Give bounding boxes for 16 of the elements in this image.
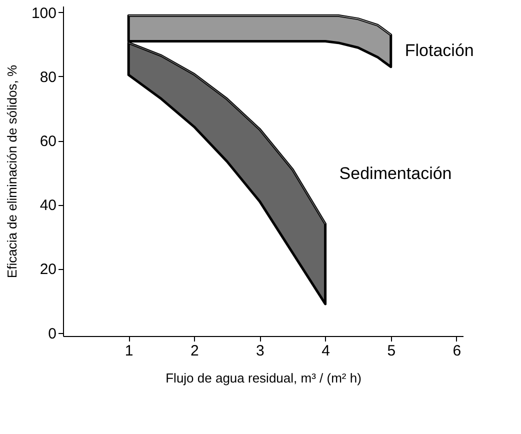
y-tick-label: 60	[40, 133, 56, 150]
series-label: Flotación	[404, 40, 474, 60]
x-tick-label: 4	[322, 342, 330, 360]
x-tick-label: 6	[452, 342, 462, 360]
x-tick-label: 2	[190, 342, 199, 360]
y-tick-label: 100	[31, 4, 56, 22]
y-tick-label: 20	[40, 261, 56, 278]
y-tick-label: 40	[40, 197, 56, 214]
y-tick-label: 80	[40, 68, 56, 86]
y-tick-label: 0	[48, 325, 56, 342]
x-tick-label: 1	[124, 342, 134, 360]
x-axis-title: Flujo de agua residual, m³ / (m² h)	[166, 370, 362, 386]
series-label: Sedimentación	[339, 164, 452, 183]
y-axis-title: Eficacia de eliminación de sólidos, %	[4, 64, 20, 278]
x-tick-label: 3	[256, 342, 264, 360]
x-tick-label: 5	[387, 342, 396, 360]
